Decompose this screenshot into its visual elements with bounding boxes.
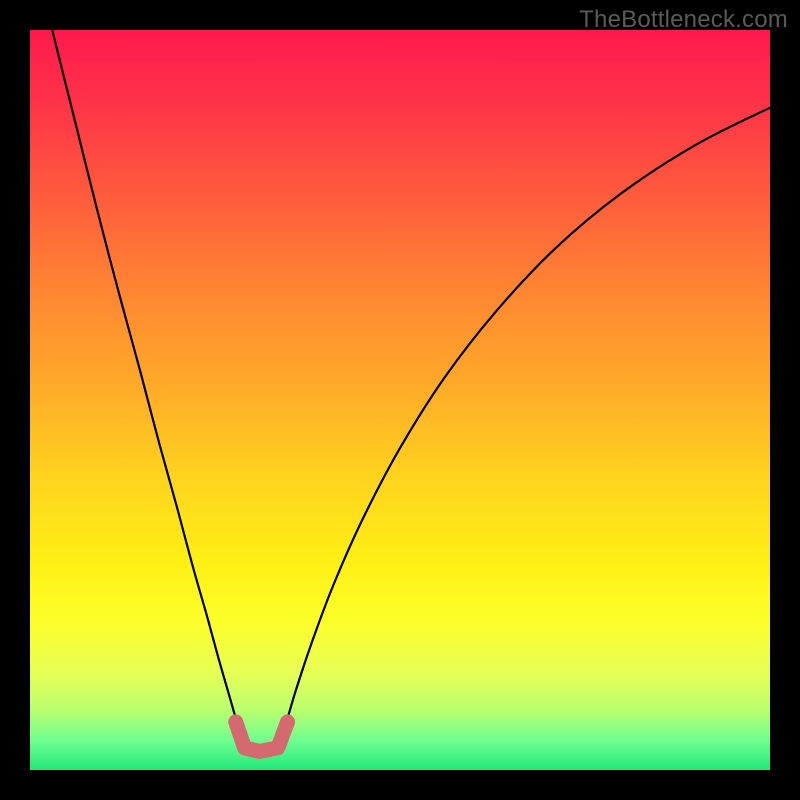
chart-container: TheBottleneck.com [0, 0, 800, 800]
plot-background [30, 30, 770, 770]
bottleneck-chart [0, 0, 800, 800]
watermark-text: TheBottleneck.com [579, 6, 788, 34]
